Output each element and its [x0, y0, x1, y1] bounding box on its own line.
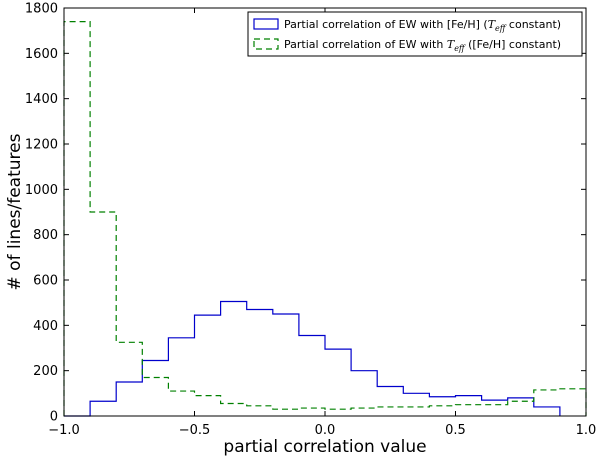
series-feh-histogram — [64, 300, 561, 417]
legend-handle-feh — [253, 18, 279, 30]
x-axis-label: partial correlation value — [223, 437, 426, 457]
legend-handle-teff — [253, 38, 279, 50]
legend-math-symbol: T — [488, 18, 497, 31]
y-tick-label: 1800 — [25, 2, 58, 17]
legend-label-teff: Partial correlation of EW with Teff ([Fe… — [284, 38, 561, 53]
y-tick-label: 1600 — [25, 47, 58, 62]
legend-math-subscript: eff — [454, 44, 466, 53]
legend-math-subscript: eff — [495, 24, 507, 33]
y-tick-label: 1400 — [25, 92, 58, 107]
x-tick-label: −1.0 — [48, 423, 80, 438]
legend-text-suffix: ([Fe/H] constant) — [465, 38, 561, 51]
legend-text-suffix: constant) — [505, 18, 561, 31]
legend-text-prefix: Partial correlation of EW with — [284, 38, 447, 51]
legend-label-feh: Partial correlation of EW with [Fe/H] (T… — [284, 18, 561, 33]
y-tick-label: 1200 — [25, 138, 58, 153]
y-tick-label: 200 — [33, 364, 58, 379]
y-tick-label: 800 — [33, 228, 58, 243]
legend: Partial correlation of EW with [Fe/H] (T… — [247, 11, 583, 57]
series-teff-histogram — [63, 21, 587, 416]
legend-text-prefix: Partial correlation of EW with [Fe/H] ( — [284, 18, 488, 31]
axis-ticks: −1.0 −0.5 0.0 0.5 1.0 0 200 400 600 800 1000 1200 14… — [25, 2, 596, 439]
plot-area — [63, 21, 587, 417]
x-tick-label: 1.0 — [576, 423, 597, 438]
y-tick-label: 1000 — [25, 183, 58, 198]
x-tick-label: 0.5 — [445, 423, 466, 438]
x-tick-label: −0.5 — [179, 423, 211, 438]
axes-frame — [63, 7, 587, 417]
y-tick-label: 600 — [33, 274, 58, 289]
x-tick-label: 0.0 — [315, 423, 336, 438]
legend-math-symbol: T — [447, 38, 456, 51]
legend-box — [247, 11, 583, 57]
y-tick-label: 0 — [50, 410, 58, 425]
y-axis-label: # of lines/features — [5, 133, 25, 290]
y-tick-label: 400 — [33, 319, 58, 334]
